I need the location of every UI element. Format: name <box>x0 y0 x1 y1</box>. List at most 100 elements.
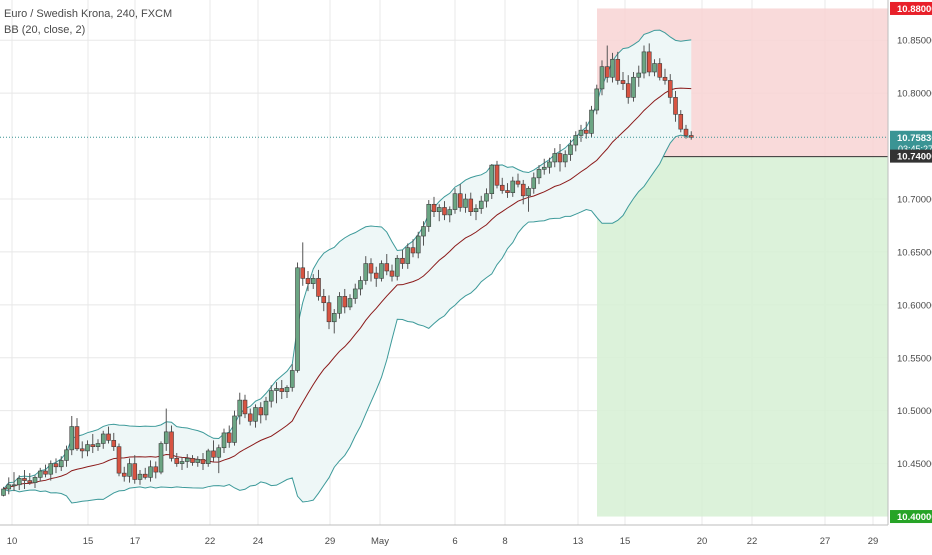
candle[interactable] <box>520 179 526 205</box>
candle[interactable] <box>457 184 463 212</box>
candle[interactable] <box>499 177 505 194</box>
candle[interactable] <box>478 195 484 214</box>
candle[interactable] <box>331 309 337 334</box>
candle[interactable] <box>300 242 306 286</box>
candle[interactable] <box>6 477 12 495</box>
candle[interactable] <box>604 45 610 83</box>
candle[interactable] <box>174 453 180 467</box>
candle[interactable] <box>447 206 453 223</box>
candle[interactable] <box>610 52 615 83</box>
candle[interactable] <box>463 193 468 213</box>
candle[interactable] <box>137 469 143 485</box>
candle[interactable] <box>1 486 6 497</box>
candle[interactable] <box>27 473 33 485</box>
candle[interactable] <box>536 165 542 185</box>
candle[interactable] <box>431 196 437 217</box>
candle[interactable] <box>379 260 384 282</box>
candle[interactable] <box>473 204 479 221</box>
candle[interactable] <box>226 425 232 448</box>
candle[interactable] <box>148 460 153 482</box>
candle[interactable] <box>216 444 222 474</box>
candle[interactable] <box>620 71 626 90</box>
candle[interactable] <box>205 448 211 467</box>
candle[interactable] <box>268 385 274 408</box>
candle[interactable] <box>489 164 495 199</box>
candle[interactable] <box>169 425 174 462</box>
candle[interactable] <box>662 68 668 85</box>
candle[interactable] <box>11 472 17 492</box>
candle[interactable] <box>242 394 248 419</box>
candle[interactable] <box>358 276 363 296</box>
candle[interactable] <box>531 172 537 194</box>
candle[interactable] <box>337 292 342 319</box>
candle[interactable] <box>468 192 474 216</box>
candle[interactable] <box>32 475 38 488</box>
candle[interactable] <box>200 453 206 470</box>
candle[interactable] <box>263 396 269 421</box>
candle[interactable] <box>405 243 411 269</box>
candle[interactable] <box>515 173 521 188</box>
candle[interactable] <box>547 157 552 174</box>
candle[interactable] <box>436 204 442 222</box>
candle[interactable] <box>121 466 127 482</box>
candle[interactable] <box>410 239 416 258</box>
candle[interactable] <box>573 131 579 152</box>
candle[interactable] <box>305 270 311 292</box>
candle[interactable] <box>667 74 673 104</box>
candle[interactable] <box>394 255 400 281</box>
candle[interactable] <box>158 441 164 475</box>
candle[interactable] <box>237 392 243 425</box>
candle[interactable] <box>321 288 327 312</box>
candle[interactable] <box>195 456 201 467</box>
candle[interactable] <box>111 432 117 451</box>
candle[interactable] <box>352 283 358 304</box>
candle[interactable] <box>289 364 295 392</box>
candle[interactable] <box>326 295 332 330</box>
candle[interactable] <box>211 440 216 462</box>
candle[interactable] <box>22 469 27 490</box>
candle[interactable] <box>578 124 584 142</box>
candle[interactable] <box>190 455 195 466</box>
candle[interactable] <box>179 457 185 470</box>
candle[interactable] <box>347 294 353 311</box>
candle[interactable] <box>142 467 148 480</box>
candle[interactable] <box>688 131 694 140</box>
candle[interactable] <box>69 415 75 456</box>
candle[interactable] <box>163 408 169 451</box>
candle[interactable] <box>426 200 432 232</box>
candle[interactable] <box>127 458 132 483</box>
candle[interactable] <box>678 110 684 133</box>
candle[interactable] <box>615 51 621 85</box>
candle[interactable] <box>673 91 678 122</box>
candle[interactable] <box>295 262 300 373</box>
candle[interactable] <box>274 382 279 404</box>
candle[interactable] <box>284 385 290 398</box>
candle[interactable] <box>221 428 227 454</box>
candle[interactable] <box>95 439 101 451</box>
candle[interactable] <box>494 160 500 189</box>
candle[interactable] <box>16 475 22 491</box>
candle[interactable] <box>452 188 458 214</box>
candle[interactable] <box>415 231 421 259</box>
candle[interactable] <box>116 443 122 477</box>
candle[interactable] <box>484 188 489 208</box>
candle[interactable] <box>279 379 285 400</box>
candle[interactable] <box>400 249 405 269</box>
candle[interactable] <box>442 201 447 221</box>
candle[interactable] <box>310 274 316 289</box>
candle[interactable] <box>100 430 106 449</box>
candle[interactable] <box>368 258 374 282</box>
candle[interactable] <box>64 445 69 467</box>
candle[interactable] <box>599 60 605 96</box>
candle[interactable] <box>646 43 652 77</box>
candle[interactable] <box>258 402 264 424</box>
candle[interactable] <box>636 65 642 87</box>
candle[interactable] <box>583 121 589 139</box>
candle[interactable] <box>232 410 237 446</box>
candle[interactable] <box>641 45 647 79</box>
candle[interactable] <box>132 455 138 484</box>
candle[interactable] <box>373 266 379 287</box>
candle[interactable] <box>253 404 258 428</box>
candle[interactable] <box>657 58 663 81</box>
